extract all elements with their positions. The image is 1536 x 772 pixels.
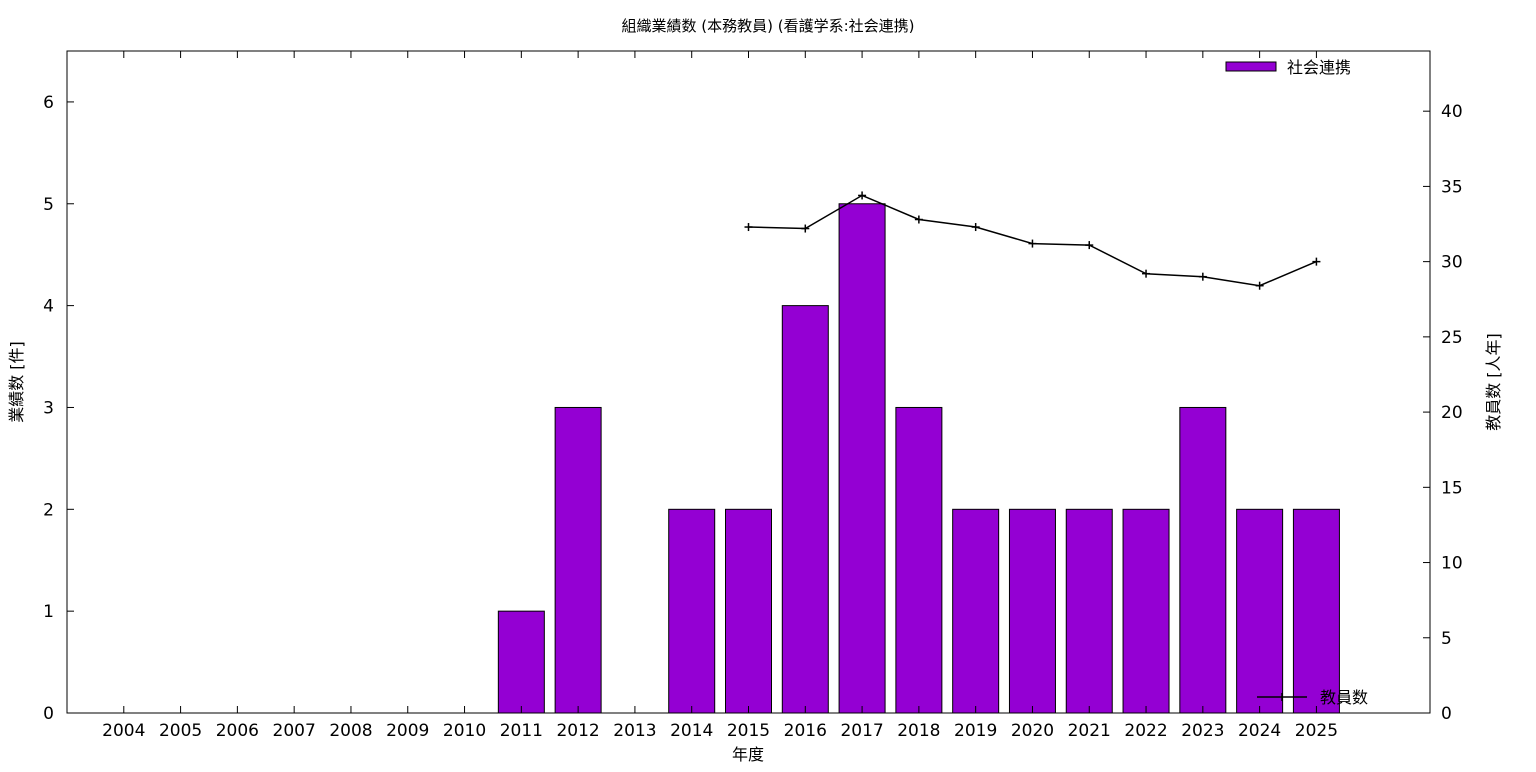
chart-title: 組織業績数 (本務教員) (看護学系:社会連携)	[622, 17, 915, 35]
y-right-axis-label: 教員数 [人年]	[1484, 333, 1503, 431]
x-tick-label-2021: 2021	[1068, 721, 1111, 741]
y-left-tick-label-2: 2	[43, 500, 54, 520]
x-tick-label-2024: 2024	[1238, 721, 1281, 741]
bar-2017	[838, 203, 886, 714]
line-point-2019	[971, 223, 980, 232]
x-tick-label-2004: 2004	[102, 721, 145, 741]
bar-2016	[781, 305, 829, 714]
line-point-2021	[1085, 241, 1094, 250]
x-axis-label: 年度	[732, 745, 764, 764]
x-tick-label-2017: 2017	[840, 721, 883, 741]
x-tick-label-2012: 2012	[556, 721, 599, 741]
y-left-tick-label-4: 4	[43, 297, 54, 317]
bar-2011	[497, 610, 545, 714]
x-tick-label-2014: 2014	[670, 721, 713, 741]
legend-swatch-bar	[1225, 61, 1277, 72]
y-right-tick-label-20: 20	[1441, 403, 1463, 423]
y-right-tick-label-15: 15	[1441, 478, 1463, 498]
line-point-2022	[1142, 269, 1151, 278]
y-right-tick-label-10: 10	[1441, 554, 1463, 574]
bar-2022	[1122, 508, 1170, 714]
line-point-2023	[1198, 272, 1207, 281]
x-tick-label-2006: 2006	[216, 721, 259, 741]
y-left-axis-label: 業績数 [件]	[7, 341, 26, 423]
y-left-tick-label-5: 5	[43, 195, 54, 215]
bar-2012	[554, 406, 602, 714]
bar-2025	[1292, 508, 1340, 714]
line-point-2024	[1255, 281, 1264, 290]
x-tick-label-2007: 2007	[273, 721, 316, 741]
line-point-2016	[801, 224, 810, 233]
legend-label-line: 教員数	[1320, 688, 1368, 707]
line-point-2018	[914, 215, 923, 224]
x-tick-label-2022: 2022	[1124, 721, 1167, 741]
x-tick-label-2025: 2025	[1295, 721, 1338, 741]
bar-2018	[895, 406, 943, 714]
line-point-2025	[1312, 257, 1321, 266]
line-point-2020	[1028, 239, 1037, 248]
x-tick-label-2009: 2009	[386, 721, 429, 741]
y-left-tick-label-1: 1	[43, 602, 54, 622]
y-right-tick-label-25: 25	[1441, 328, 1463, 348]
x-tick-label-2010: 2010	[443, 721, 486, 741]
x-tick-label-2005: 2005	[159, 721, 202, 741]
y-left-tick-label-6: 6	[43, 93, 54, 113]
y-right-tick-label-35: 35	[1441, 177, 1463, 197]
x-tick-label-2016: 2016	[784, 721, 827, 741]
bar-2019	[952, 508, 1000, 714]
y-right-tick-label-0: 0	[1441, 704, 1452, 724]
x-tick-label-2015: 2015	[727, 721, 770, 741]
x-tick-label-2018: 2018	[897, 721, 940, 741]
x-tick-label-2008: 2008	[329, 721, 372, 741]
x-tick-label-2020: 2020	[1011, 721, 1054, 741]
legend-label-bar: 社会連携	[1287, 58, 1351, 77]
bar-2015	[725, 508, 772, 714]
y-left-tick-label-3: 3	[43, 398, 54, 418]
x-tick-label-2019: 2019	[954, 721, 997, 741]
x-tick-label-2011: 2011	[500, 721, 543, 741]
bar-2014	[668, 508, 716, 714]
bar-2020	[1008, 508, 1056, 714]
y-right-tick-label-30: 30	[1441, 253, 1463, 273]
bar-2024	[1236, 508, 1284, 714]
bar-2023	[1179, 406, 1227, 714]
x-tick-label-2013: 2013	[613, 721, 656, 741]
x-tick-label-2023: 2023	[1181, 721, 1224, 741]
y-left-tick-label-0: 0	[43, 704, 54, 724]
line-point-2017	[858, 191, 867, 200]
bar-2021	[1065, 508, 1113, 714]
y-right-tick-label-40: 40	[1441, 102, 1463, 122]
y-right-tick-label-5: 5	[1441, 629, 1452, 649]
line-point-2015	[744, 223, 753, 232]
